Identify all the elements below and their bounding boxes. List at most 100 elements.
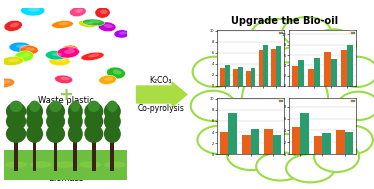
Polygon shape <box>4 150 127 180</box>
Ellipse shape <box>26 47 35 51</box>
Ellipse shape <box>104 77 113 81</box>
Ellipse shape <box>84 125 103 143</box>
Ellipse shape <box>79 161 101 168</box>
Bar <box>273 135 281 154</box>
Ellipse shape <box>99 75 116 84</box>
Ellipse shape <box>61 77 70 80</box>
Ellipse shape <box>26 125 43 143</box>
Ellipse shape <box>191 91 236 121</box>
Bar <box>322 133 331 154</box>
Ellipse shape <box>6 112 26 130</box>
Bar <box>110 136 114 171</box>
Bar <box>251 129 259 154</box>
Bar <box>314 58 321 86</box>
Ellipse shape <box>28 7 40 12</box>
Ellipse shape <box>88 54 99 57</box>
Ellipse shape <box>104 112 121 130</box>
Bar <box>308 70 314 86</box>
Bar <box>92 139 96 171</box>
Ellipse shape <box>54 161 77 168</box>
Ellipse shape <box>70 7 86 17</box>
Ellipse shape <box>5 161 27 168</box>
Ellipse shape <box>55 75 73 84</box>
Ellipse shape <box>338 92 374 120</box>
Bar <box>238 67 243 86</box>
Bar <box>225 65 230 86</box>
Ellipse shape <box>10 101 22 112</box>
Bar <box>246 70 251 86</box>
Ellipse shape <box>81 52 104 60</box>
Text: Upgrade the Bio-oil: Upgrade the Bio-oil <box>232 16 338 26</box>
Text: K₂CO₃: K₂CO₃ <box>150 76 172 85</box>
Bar <box>331 59 337 86</box>
Bar <box>251 68 255 86</box>
Bar <box>73 135 77 171</box>
Bar <box>324 52 331 86</box>
Ellipse shape <box>114 30 129 38</box>
Ellipse shape <box>104 102 121 121</box>
Bar <box>33 134 36 171</box>
Ellipse shape <box>104 24 113 28</box>
Ellipse shape <box>227 34 276 68</box>
Ellipse shape <box>84 112 103 130</box>
FancyArrow shape <box>137 82 187 107</box>
Bar <box>347 45 353 86</box>
Ellipse shape <box>107 101 118 112</box>
Ellipse shape <box>0 80 10 84</box>
Ellipse shape <box>104 161 126 168</box>
Ellipse shape <box>107 67 125 79</box>
Ellipse shape <box>4 20 22 31</box>
Bar <box>341 50 347 86</box>
Ellipse shape <box>256 152 305 180</box>
Ellipse shape <box>1 57 24 65</box>
Ellipse shape <box>71 101 80 112</box>
Ellipse shape <box>52 21 73 28</box>
Ellipse shape <box>286 154 335 182</box>
Ellipse shape <box>79 20 97 28</box>
Ellipse shape <box>104 125 121 143</box>
Ellipse shape <box>83 19 105 26</box>
Legend: , : , <box>350 31 355 33</box>
Ellipse shape <box>68 102 83 121</box>
Ellipse shape <box>62 45 78 53</box>
Ellipse shape <box>282 17 331 47</box>
Ellipse shape <box>10 23 19 27</box>
Ellipse shape <box>64 49 75 54</box>
Ellipse shape <box>84 22 94 25</box>
Legend: , : , <box>279 99 283 101</box>
Ellipse shape <box>68 112 83 130</box>
Bar <box>272 49 276 86</box>
Ellipse shape <box>56 59 66 62</box>
Text: Waste plastic: Waste plastic <box>37 96 94 105</box>
Bar <box>229 113 237 154</box>
Ellipse shape <box>58 22 69 25</box>
Text: Biomass: Biomass <box>48 174 83 183</box>
Ellipse shape <box>57 47 79 58</box>
Ellipse shape <box>0 78 15 88</box>
Ellipse shape <box>6 125 26 143</box>
Ellipse shape <box>242 62 328 134</box>
Ellipse shape <box>6 102 26 121</box>
Bar <box>292 128 300 154</box>
Ellipse shape <box>113 70 122 75</box>
Ellipse shape <box>49 101 62 112</box>
Ellipse shape <box>52 53 62 56</box>
Ellipse shape <box>15 51 34 62</box>
Ellipse shape <box>314 142 359 172</box>
Bar <box>314 136 322 154</box>
Bar <box>276 46 281 86</box>
Bar <box>14 141 18 171</box>
Ellipse shape <box>197 126 242 154</box>
Bar <box>242 135 251 154</box>
Bar <box>298 60 304 86</box>
Ellipse shape <box>227 140 276 170</box>
Ellipse shape <box>45 51 66 60</box>
Bar <box>54 137 58 171</box>
Bar <box>220 132 229 154</box>
Ellipse shape <box>332 126 373 154</box>
Ellipse shape <box>193 57 237 87</box>
Ellipse shape <box>26 102 43 121</box>
Ellipse shape <box>68 47 75 50</box>
Legend: , : , <box>350 99 355 101</box>
Ellipse shape <box>29 101 40 112</box>
